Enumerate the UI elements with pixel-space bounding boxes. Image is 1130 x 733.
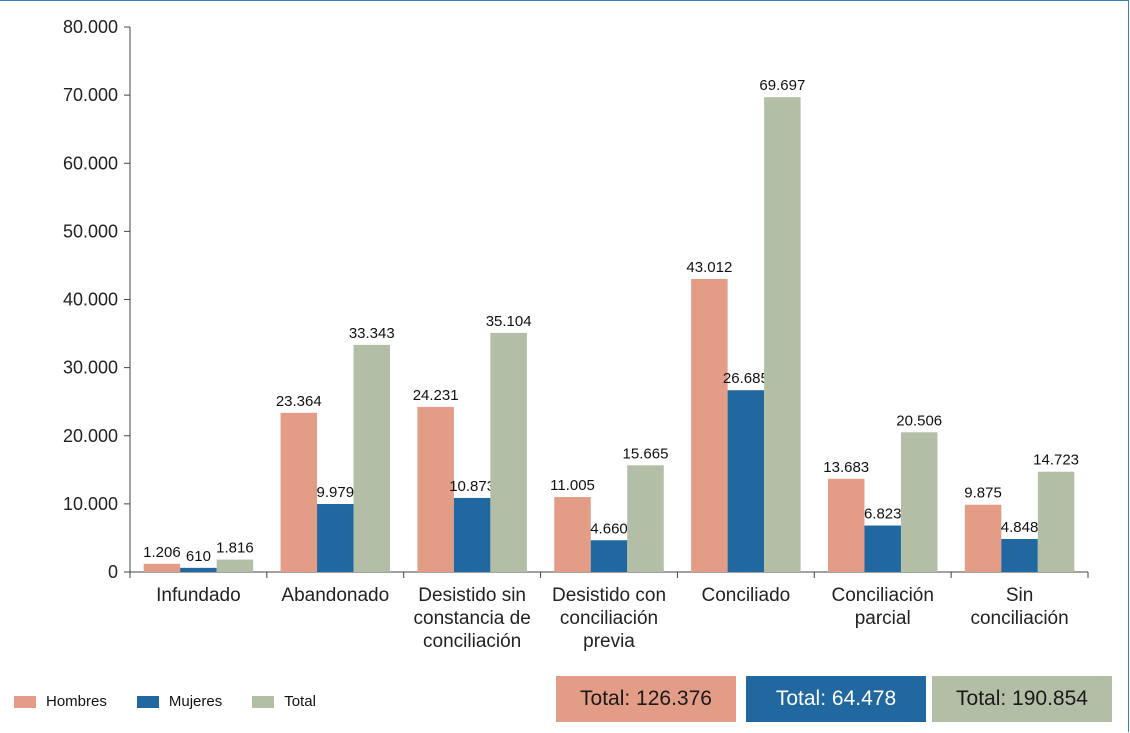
category-label-4: Conciliado — [701, 585, 790, 606]
bar-total-6 — [1037, 471, 1075, 572]
data-label-total-2: 35.104 — [486, 313, 532, 330]
legend-swatch-hombres — [14, 695, 36, 708]
total-mujeres-box: Total: 64.478 — [746, 676, 926, 722]
y-tick-label: 30.000 — [63, 358, 118, 378]
bar-total-3 — [627, 465, 664, 572]
legend-label-hombres: Hombres — [46, 693, 107, 710]
bar-total-1 — [353, 344, 391, 572]
data-label-mujeres-6: 4.848 — [1001, 519, 1039, 536]
total-hombres-box: Total: 126.376 — [556, 676, 736, 722]
bar-total-0 — [216, 559, 254, 572]
data-label-total-6: 14.723 — [1033, 452, 1079, 469]
category-label-6: Sin conciliación — [970, 585, 1068, 629]
data-label-total-5: 20.506 — [896, 412, 942, 429]
bar-total-4 — [764, 97, 801, 573]
y-tick-label: 50.000 — [63, 221, 118, 241]
data-label-mujeres-4: 26.685 — [723, 370, 769, 387]
y-tick-label: 0 — [108, 562, 118, 582]
data-label-hombres-3: 11.005 — [550, 477, 595, 494]
bar-hombres-3 — [554, 497, 591, 572]
data-label-mujeres-2: 10.873 — [449, 478, 495, 495]
data-label-hombres-5: 13.683 — [823, 459, 869, 476]
category-label-5: Conciliación parcial — [831, 585, 933, 629]
data-label-total-0: 1.816 — [216, 540, 254, 557]
bar-mujeres-6 — [1001, 538, 1038, 572]
bar-total-2 — [490, 332, 527, 572]
category-label-3: Desistido con conciliación previa — [552, 585, 666, 652]
y-tick-label: 10.000 — [63, 494, 118, 514]
legend-item-hombres: Hombres — [14, 693, 107, 710]
bar-total-5 — [900, 432, 938, 572]
category-label-2: Desistido sin constancia de conciliación — [414, 585, 531, 652]
data-label-hombres-0: 1.206 — [143, 544, 181, 561]
data-label-hombres-6: 9.875 — [964, 485, 1002, 502]
bar-mujeres-1 — [317, 504, 354, 572]
legend-swatch-mujeres — [136, 695, 159, 708]
legend-swatch-total — [252, 695, 275, 708]
y-tick-label: 80.000 — [63, 17, 118, 37]
data-label-total-4: 69.697 — [759, 77, 805, 94]
bar-mujeres-5 — [864, 525, 901, 572]
bar-mujeres-0 — [180, 567, 217, 572]
bar-mujeres-3 — [590, 540, 628, 572]
bar-hombres-6 — [964, 504, 1002, 572]
data-label-total-3: 15.665 — [623, 445, 669, 462]
data-label-mujeres-0: 610 — [186, 548, 211, 565]
bar-mujeres-4 — [727, 390, 765, 572]
data-label-mujeres-1: 9.979 — [317, 484, 355, 501]
y-tick-label: 40.000 — [63, 290, 118, 310]
y-tick-label: 20.000 — [63, 426, 118, 446]
legend-item-total: Total — [252, 693, 316, 710]
bar-hombres-4 — [691, 278, 728, 572]
data-label-mujeres-3: 4.660 — [590, 520, 628, 537]
legend-item-mujeres: Mujeres — [136, 693, 223, 710]
total-total-box: Total: 190.854 — [932, 676, 1112, 722]
bar-hombres-1 — [280, 412, 318, 572]
data-label-hombres-2: 24.231 — [413, 387, 459, 404]
y-tick-label: 60.000 — [63, 153, 118, 173]
data-label-total-1: 33.343 — [349, 325, 395, 342]
legend-label-mujeres: Mujeres — [168, 693, 223, 710]
bar-hombres-0 — [143, 563, 181, 572]
legend-label-total: Total — [284, 693, 316, 710]
bar-hombres-5 — [827, 478, 865, 572]
bar-hombres-2 — [417, 406, 454, 572]
data-label-hombres-4: 43.012 — [686, 259, 732, 276]
bar-mujeres-2 — [453, 497, 491, 572]
category-label-1: Abandonado — [281, 585, 389, 606]
y-tick-label: 70.000 — [63, 85, 118, 105]
data-label-hombres-1: 23.364 — [276, 393, 322, 410]
data-label-mujeres-5: 6.823 — [864, 506, 902, 523]
category-label-0: Infundado — [156, 585, 241, 606]
legend: Hombres Mujeres Total — [14, 693, 346, 710]
